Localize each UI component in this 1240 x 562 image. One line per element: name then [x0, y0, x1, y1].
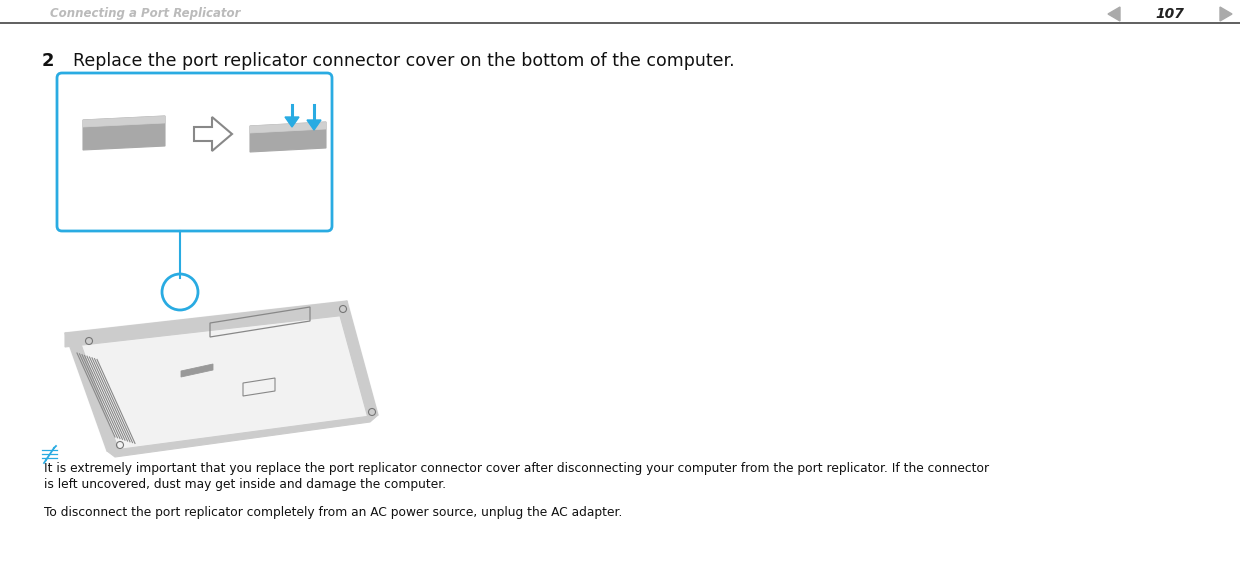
- Polygon shape: [285, 117, 299, 127]
- Text: Replace the port replicator connector cover on the bottom of the computer.: Replace the port replicator connector co…: [73, 52, 734, 70]
- Polygon shape: [1109, 7, 1120, 21]
- Polygon shape: [83, 116, 165, 127]
- Text: 107: 107: [1156, 7, 1184, 21]
- Polygon shape: [107, 415, 378, 457]
- Polygon shape: [83, 116, 165, 150]
- Text: 2: 2: [42, 52, 55, 70]
- Polygon shape: [308, 120, 321, 130]
- Text: To disconnect the port replicator completely from an AC power source, unplug the: To disconnect the port replicator comple…: [43, 506, 622, 519]
- Polygon shape: [64, 301, 347, 347]
- Text: Connecting a Port Replicator: Connecting a Port Replicator: [50, 7, 241, 20]
- Polygon shape: [1220, 7, 1233, 21]
- Polygon shape: [250, 122, 326, 133]
- Polygon shape: [181, 364, 213, 377]
- Polygon shape: [250, 122, 326, 152]
- FancyBboxPatch shape: [57, 73, 332, 231]
- Polygon shape: [337, 301, 378, 418]
- Polygon shape: [64, 333, 119, 451]
- Text: It is extremely important that you replace the port replicator connector cover a: It is extremely important that you repla…: [43, 462, 990, 475]
- Text: is left uncovered, dust may get inside and damage the computer.: is left uncovered, dust may get inside a…: [43, 478, 446, 491]
- Polygon shape: [64, 301, 378, 451]
